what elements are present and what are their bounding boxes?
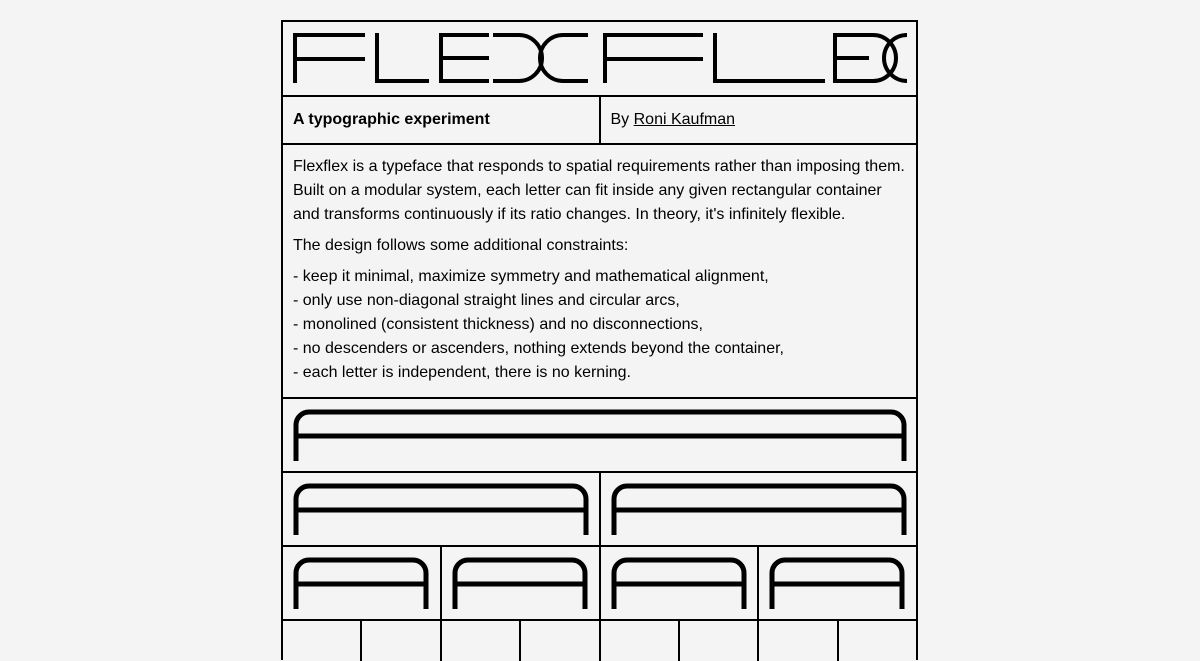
glyph-row-1	[283, 399, 916, 473]
flexflex-card: A typographic experiment By Roni Kaufman…	[281, 20, 918, 661]
glyph-cell	[519, 621, 598, 661]
author-link[interactable]: Roni Kaufman	[633, 111, 736, 128]
constraint-item: - no descenders or ascenders, nothing ex…	[293, 340, 784, 357]
glyph-a-medium	[293, 483, 589, 535]
glyph-a-narrow	[452, 557, 588, 609]
constraints-list: - keep it minimal, maximize symmetry and…	[293, 265, 906, 385]
glyph-a-narrow	[769, 557, 905, 609]
glyph-row-8	[283, 621, 916, 661]
constraints-heading: The design follows some additional const…	[293, 237, 629, 254]
meta-bar: A typographic experiment By Roni Kaufman	[283, 97, 916, 145]
glyph-cell	[757, 547, 916, 619]
glyph-cell	[283, 547, 440, 619]
constraint-item: - keep it minimal, maximize symmetry and…	[293, 268, 769, 285]
glyph-cell	[283, 621, 360, 661]
glyph-a-narrow	[293, 557, 429, 609]
glyph-cell	[283, 399, 916, 471]
flexflex-logo	[293, 33, 907, 83]
glyph-cell	[757, 621, 836, 661]
glyph-a-wide	[293, 409, 907, 461]
constraint-item: - only use non-diagonal straight lines a…	[293, 292, 680, 309]
constraint-item: - each letter is independent, there is n…	[293, 364, 631, 381]
logo-banner	[283, 22, 916, 97]
description: Flexflex is a typeface that responds to …	[283, 145, 916, 399]
constraint-item: - monolined (consistent thickness) and n…	[293, 316, 703, 333]
glyph-cell	[439, 621, 519, 661]
glyph-cell	[836, 621, 916, 661]
glyph-row-2	[283, 473, 916, 547]
glyph-a-narrow	[611, 557, 746, 609]
glyph-cell	[360, 621, 439, 661]
glyph-cell	[598, 473, 917, 545]
glyph-cell	[598, 547, 758, 619]
glyph-cell	[598, 621, 678, 661]
glyph-a-medium	[611, 483, 906, 535]
intro-paragraph: Flexflex is a typeface that responds to …	[293, 158, 905, 223]
tagline: A typographic experiment	[293, 111, 490, 128]
author-cell: By Roni Kaufman	[598, 97, 917, 143]
glyph-cell	[283, 473, 599, 545]
glyph-cell	[439, 547, 599, 619]
glyph-cell	[677, 621, 757, 661]
tagline-cell: A typographic experiment	[283, 97, 599, 143]
by-prefix: By	[610, 111, 634, 128]
glyph-row-4	[283, 547, 916, 621]
